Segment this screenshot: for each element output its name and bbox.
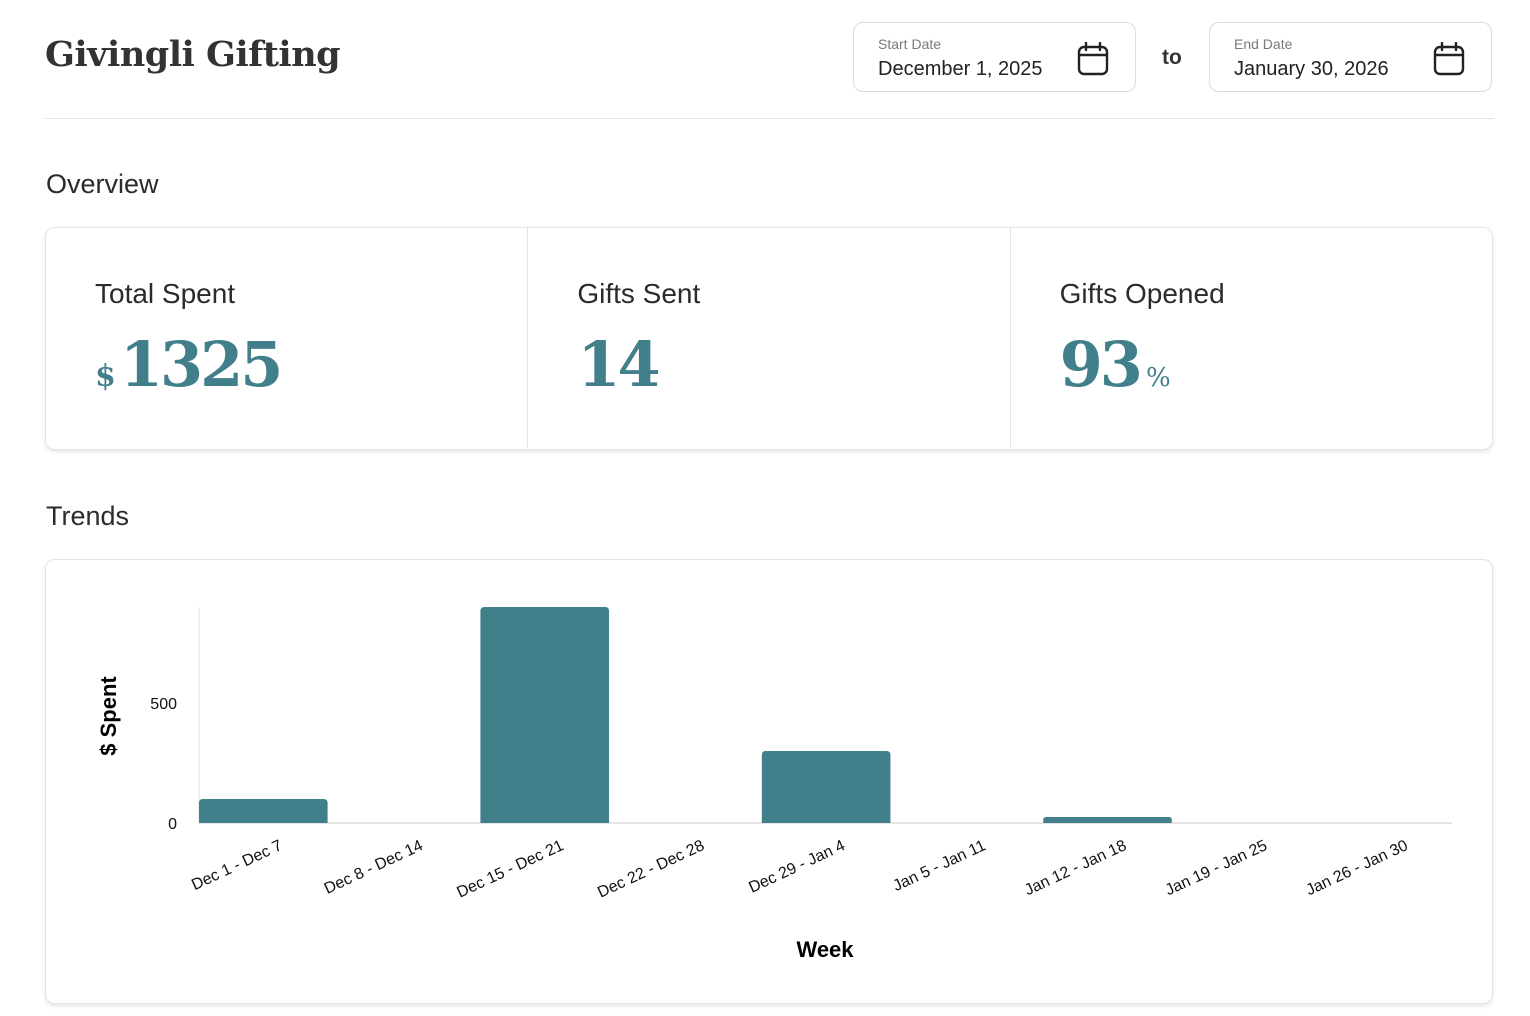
spend-bar-chart: 0 500 Dec 1 - Dec 7 Dec 8 - Dec 14 Dec 15 - … [96,607,1452,962]
chart-bar [199,799,328,823]
percent-suffix: % [1145,363,1171,393]
x-tick-label: Dec 29 - Jan 4 [746,837,848,896]
overview-card: Total Spent $ 1325 Gifts Sent 14 Gifts O… [45,227,1493,450]
stat-total-spent: Total Spent $ 1325 [46,228,529,449]
stat-gifts-sent: Gifts Sent 14 [528,228,1011,449]
stat-value: $ 1325 [95,328,284,401]
end-date-value: January 30, 2026 [1234,58,1389,80]
x-tick-label: Dec 22 - Dec 28 [595,837,707,901]
trends-heading: Trends [46,501,130,531]
x-tick-label: Jan 19 - Jan 25 [1163,837,1270,899]
currency-prefix: $ [95,359,116,394]
chart-bar [761,751,891,823]
y-tick-label: 500 [150,696,177,713]
date-range-connector: to [1162,46,1182,69]
stat-gifts-opened: Gifts Opened 93 % [1011,228,1492,449]
x-tick-label: Dec 8 - Dec 14 [322,837,426,898]
x-tick-label: Dec 15 - Dec 21 [454,837,566,901]
start-date-picker[interactable]: Start Date December 1, 2025 [853,22,1136,92]
stat-label: Gifts Opened [1059,278,1225,309]
start-date-label: Start Date [878,36,942,52]
x-tick-label: Jan 26 - Jan 30 [1304,837,1411,899]
x-tick-label: Jan 12 - Jan 18 [1022,837,1129,899]
stat-label: Gifts Sent [577,278,701,309]
chart-bar [480,607,610,823]
x-tick-label: Jan 5 - Jan 11 [891,837,989,895]
end-date-label: End Date [1234,36,1293,52]
stat-value: 14 [577,328,660,401]
x-axis-title: Week [796,937,854,962]
calendar-icon[interactable] [1433,41,1465,81]
start-date-value: December 1, 2025 [878,58,1043,80]
overview-heading: Overview [46,169,159,199]
stat-value: 93 % [1060,328,1171,401]
trends-card: 0 500 Dec 1 - Dec 7 Dec 8 - Dec 14 Dec 15 - … [45,559,1493,1004]
chart-bar [1043,817,1172,823]
stat-number: 93 [1059,328,1143,401]
stat-label: Total Spent [95,278,236,309]
app-title: Givingli Gifting [45,34,341,75]
stat-number: 14 [577,328,660,401]
header-divider [45,118,1494,119]
stat-number: 1325 [119,328,284,401]
y-tick-label: 0 [168,816,177,833]
end-date-picker[interactable]: End Date January 30, 2026 [1209,22,1492,92]
y-axis-title: $ Spent [96,676,121,756]
calendar-icon[interactable] [1077,41,1109,81]
x-tick-label: Dec 1 - Dec 7 [189,837,285,894]
